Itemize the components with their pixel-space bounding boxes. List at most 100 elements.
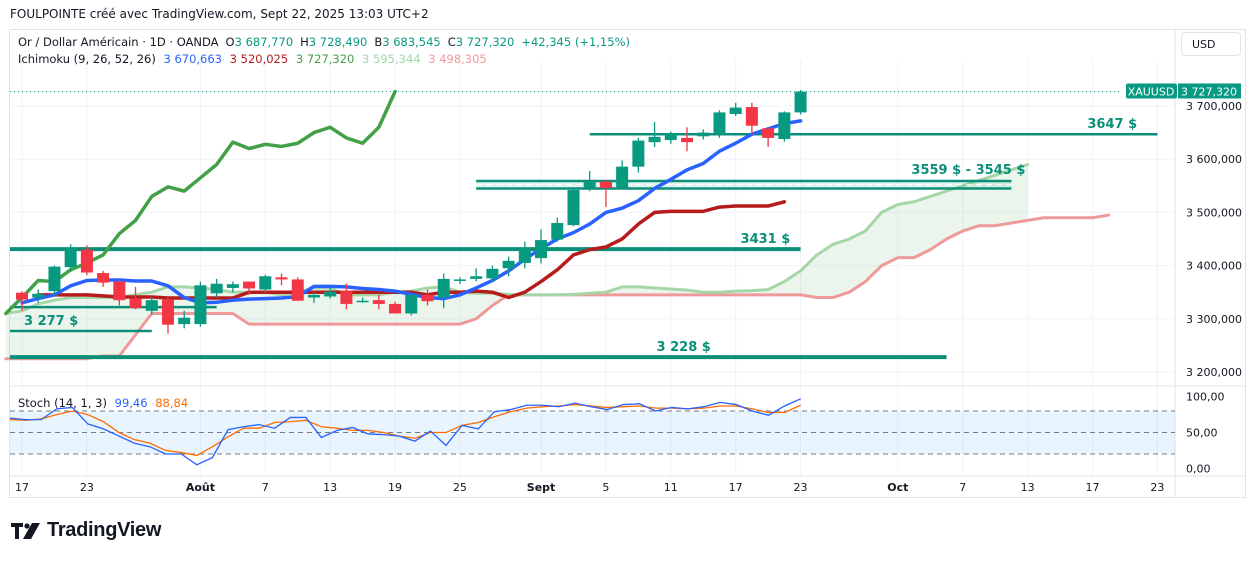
price-tick-label: 3 400,000 — [1186, 260, 1242, 273]
candle — [729, 102, 742, 117]
candle — [161, 297, 174, 334]
time-tick-label: Oct — [887, 481, 908, 494]
last-price-tag — [1178, 83, 1241, 99]
candle-body — [372, 300, 385, 304]
candle-body — [64, 248, 77, 268]
candle-body — [389, 303, 402, 314]
time-tick-label: Août — [186, 481, 215, 494]
candle-body — [178, 317, 191, 325]
candle — [794, 90, 807, 115]
candle-body — [681, 137, 694, 143]
stoch-tick-label: 100,00 — [1186, 391, 1225, 404]
time-tick-label: 23 — [1150, 481, 1164, 494]
symbol-price-tags: XAUUSD 3 727,320 — [1126, 83, 1241, 99]
candle-body — [32, 293, 45, 298]
candle — [421, 289, 434, 306]
base-line — [36, 200, 787, 300]
candle-body — [713, 112, 726, 134]
stoch-tick-label: 0,00 — [1186, 462, 1211, 475]
axes: 3 700,000 3 600,000 3 500,000 3 400,000 3 30… — [15, 83, 1242, 494]
candle-body — [259, 276, 272, 290]
candle-body — [437, 278, 450, 298]
candle-body — [113, 281, 126, 301]
time-tick-label: 13 — [1021, 481, 1035, 494]
candle — [778, 111, 791, 142]
candle-body — [778, 112, 791, 139]
open-label: O — [225, 35, 235, 49]
candle-body — [502, 260, 515, 269]
candle — [762, 127, 775, 147]
candle-body — [794, 91, 807, 113]
candle-body — [97, 273, 110, 283]
candle-body — [518, 248, 531, 263]
candle — [664, 131, 677, 144]
candle-body — [745, 107, 758, 126]
candle — [616, 160, 629, 190]
candle — [567, 188, 580, 227]
ichimoku-lead-b-value: 3 498,305 — [428, 52, 487, 66]
candle-body — [16, 292, 28, 300]
candle-body — [535, 240, 548, 259]
tradingview-logo[interactable]: TradingView — [11, 519, 161, 542]
price-tick-label: 3 200,000 — [1186, 366, 1242, 379]
candle — [583, 170, 596, 192]
candle-body — [567, 190, 580, 226]
candle — [681, 127, 694, 152]
high-value: 3 728,490 — [308, 35, 368, 49]
candle-body — [697, 132, 710, 137]
candle-body — [405, 294, 418, 314]
candle-body — [340, 290, 353, 304]
candle-body — [648, 136, 661, 143]
candle-body — [291, 279, 304, 301]
change-value: +42,345 (+1,15%) — [521, 35, 630, 49]
time-tick-label: 17 — [1086, 481, 1100, 494]
candle-body — [616, 166, 629, 188]
ichimoku-lead-a-value: 3 595,344 — [362, 52, 421, 66]
level-label: 3431 $ — [741, 232, 791, 247]
candle — [64, 244, 77, 271]
grid-lines — [10, 30, 1245, 497]
candle — [697, 129, 710, 140]
time-tick-label: 23 — [794, 481, 808, 494]
candle — [113, 278, 126, 306]
close-label: C — [447, 35, 456, 49]
candle — [518, 241, 531, 269]
level-label: 3 277 $ — [24, 314, 78, 329]
tradingview-logo-icon — [11, 522, 40, 539]
candle — [32, 289, 45, 303]
last-price-label: 3 727,320 — [1181, 85, 1237, 98]
candle-body — [729, 107, 742, 114]
candle-body — [129, 298, 142, 309]
support-resistance-levels: 3647 $ 3559 $ - 3545 $ 3431 $ 3 277 $ 3 228 … — [10, 117, 1158, 360]
price-tick-label: 3 600,000 — [1186, 153, 1242, 166]
symbol-tag-label: XAUUSD — [1128, 85, 1175, 98]
candle — [80, 245, 93, 276]
candle — [745, 102, 758, 135]
candle-body — [486, 268, 499, 279]
candle — [324, 287, 337, 299]
candle-body — [470, 276, 483, 279]
candle — [713, 110, 726, 138]
candle — [97, 270, 110, 287]
price-tick-label: 3 500,000 — [1186, 206, 1242, 219]
level-band — [476, 181, 1012, 189]
candle — [372, 294, 385, 310]
time-tick-label: 11 — [664, 481, 678, 494]
ichimoku-lines — [4, 89, 803, 316]
time-tick-label: 13 — [323, 481, 337, 494]
candle-body — [632, 140, 645, 167]
time-tick-label: 5 — [602, 481, 609, 494]
ichimoku-cloud — [4, 163, 1111, 361]
candle — [453, 277, 466, 285]
candle — [470, 268, 483, 282]
time-tick-label: 19 — [388, 481, 402, 494]
candle-body — [307, 294, 320, 298]
candle-body — [762, 128, 775, 138]
low-value: 3 683,545 — [382, 35, 441, 49]
level-label: 3 228 $ — [657, 340, 711, 355]
candle — [210, 278, 223, 298]
candle-body — [210, 283, 223, 294]
candle-body — [551, 223, 564, 240]
currency-button[interactable]: USD — [1181, 32, 1241, 56]
